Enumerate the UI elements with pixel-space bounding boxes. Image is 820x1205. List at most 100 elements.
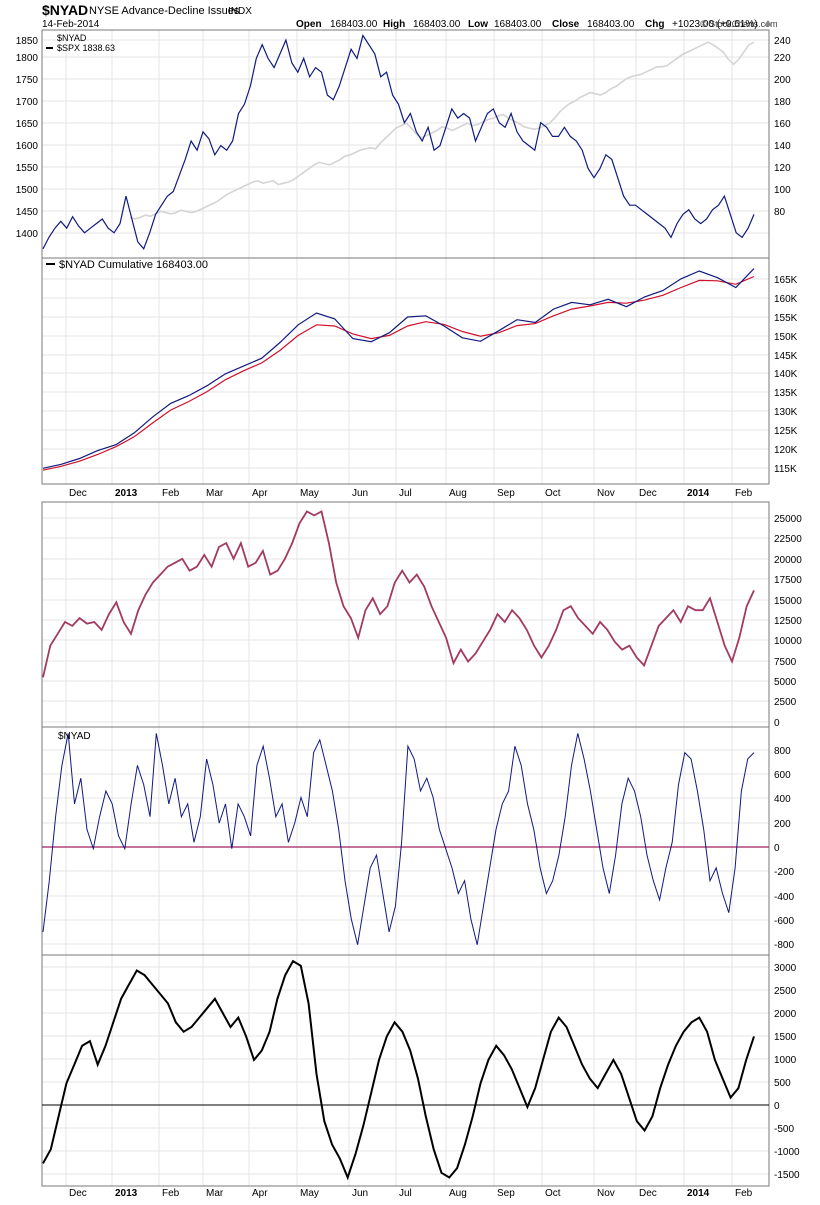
summation-series-line — [42, 959, 755, 1181]
close-label: Close — [552, 19, 580, 30]
right-tick-label: 2500 — [774, 986, 797, 997]
left-tick-label: 1550 — [16, 163, 39, 174]
x-tick-label: Feb — [162, 488, 180, 499]
nyad-price-series-line — [42, 34, 755, 250]
exchange-text: INDX — [228, 6, 252, 17]
right-tick-label: 2500 — [774, 697, 797, 708]
right-axis-4: 800 600 400 200 0 -200 -400 -600 -800 — [774, 746, 794, 951]
left-tick-label: 1500 — [16, 185, 39, 196]
panel-grid-1 — [41, 29, 770, 259]
right-tick-label: 120K — [774, 445, 798, 456]
right-tick-label: 240 — [774, 36, 791, 47]
right-tick-label: -1500 — [774, 1170, 800, 1181]
panel-grid-3 — [41, 501, 770, 728]
panel-grid-2 — [41, 257, 770, 485]
left-tick-label: 1750 — [16, 75, 39, 86]
nyad-daily-series-line — [42, 733, 755, 945]
x-tick-label: Apr — [252, 1188, 268, 1199]
right-tick-label: 15000 — [774, 596, 802, 607]
open-label: Open — [296, 19, 322, 30]
right-tick-label: 500 — [774, 1078, 791, 1089]
right-tick-label: 220 — [774, 53, 791, 64]
chg-value: +1023.00 (+0.61%) — [672, 19, 758, 30]
x-tick-label: Dec — [69, 488, 87, 499]
right-tick-label: -600 — [774, 916, 794, 927]
x-tick-label: May — [300, 488, 319, 499]
right-tick-label: 130K — [774, 407, 798, 418]
right-tick-label: 1500 — [774, 1032, 797, 1043]
x-tick-label: May — [300, 1188, 319, 1199]
right-tick-label: 600 — [774, 770, 791, 781]
close-value: 168403.00 — [587, 19, 635, 30]
right-tick-label: 17500 — [774, 575, 802, 586]
right-tick-label: 125K — [774, 426, 798, 437]
right-tick-label: 5000 — [774, 677, 797, 688]
right-tick-label: 115K — [774, 464, 797, 475]
x-tick-label: Jul — [399, 488, 412, 499]
right-tick-label: 150K — [774, 332, 798, 343]
panel-frame-4 — [41, 726, 770, 956]
spx-series-line — [129, 41, 755, 220]
x-tick-label: Jun — [352, 1188, 368, 1199]
x-tick-label: Dec — [639, 488, 657, 499]
right-tick-label: 160K — [774, 294, 798, 305]
right-tick-label: 0 — [774, 718, 780, 729]
x-axis-row-1: Dec 2013 Feb Mar Apr May Jun Jul Aug Sep Oct Nov Dec… — [69, 488, 753, 499]
x-tick-label: Oct — [545, 488, 561, 499]
right-axis-2: 165K 160K 155K 150K 145K 140K 135K 130K 125K 120K… — [774, 275, 798, 475]
right-tick-label: 20000 — [774, 555, 802, 566]
chg-label: Chg — [645, 19, 664, 30]
right-axis-3: 2500022500200001750015000125001000075005… — [774, 514, 802, 729]
x-tick-label: 2014 — [687, 1188, 710, 1199]
x-tick-label: Feb — [735, 488, 753, 499]
right-tick-label: 10000 — [774, 636, 802, 647]
x-tick-label: 2013 — [115, 1188, 138, 1199]
right-tick-label: 165K — [774, 275, 798, 286]
right-tick-label: 145K — [774, 351, 798, 362]
x-tick-label: Sep — [497, 488, 515, 499]
right-tick-label: 200 — [774, 819, 791, 830]
x-tick-label: Jun — [352, 488, 368, 499]
x-tick-label: Jul — [399, 1188, 412, 1199]
left-tick-label: 1400 — [16, 229, 39, 240]
right-tick-label: 120 — [774, 163, 791, 174]
panel-grid-5 — [41, 954, 770, 1187]
right-tick-label: 155K — [774, 313, 798, 324]
left-tick-label: 1800 — [16, 53, 39, 64]
x-tick-label: 2014 — [687, 488, 710, 499]
x-tick-label: Nov — [597, 1188, 615, 1199]
x-tick-label: Feb — [735, 1188, 753, 1199]
open-value: 168403.00 — [330, 19, 378, 30]
right-tick-label: 400 — [774, 794, 791, 805]
right-axis-5: 3000 2500 2000 1500 1000 500 0 -500 -1000 -1500 — [774, 963, 800, 1181]
panel-frame-3 — [41, 501, 770, 728]
right-tick-label: 100 — [774, 185, 791, 196]
right-tick-label: -500 — [774, 1124, 794, 1135]
right-tick-label: -1000 — [774, 1147, 800, 1158]
x-tick-label: Aug — [449, 488, 467, 499]
right-tick-label: 3000 — [774, 963, 797, 974]
right-tick-label: 800 — [774, 746, 791, 757]
left-axis-1: 1850 1800 1750 1700 1650 1600 1550 1500 1450 1400 — [16, 36, 39, 240]
low-value: 168403.00 — [494, 19, 542, 30]
right-tick-label: 0 — [774, 843, 780, 854]
x-tick-label: Apr — [252, 488, 268, 499]
right-tick-label: 7500 — [774, 657, 797, 668]
right-tick-label: 200 — [774, 75, 791, 86]
left-tick-label: 1700 — [16, 97, 39, 108]
right-tick-label: 135K — [774, 388, 798, 399]
left-tick-label: 1600 — [16, 141, 39, 152]
left-tick-label: 1650 — [16, 119, 39, 130]
right-tick-label: 160 — [774, 119, 791, 130]
right-tick-label: 140K — [774, 369, 798, 380]
symbol-title: $NYAD — [42, 2, 88, 18]
left-tick-label: 1450 — [16, 207, 39, 218]
x-tick-label: Dec — [639, 1188, 657, 1199]
right-tick-label: 22500 — [774, 534, 802, 545]
low-label: Low — [468, 19, 488, 30]
right-tick-label: 80 — [774, 207, 786, 218]
triangle-up-icon — [764, 20, 772, 26]
right-tick-label: 0 — [774, 1101, 780, 1112]
